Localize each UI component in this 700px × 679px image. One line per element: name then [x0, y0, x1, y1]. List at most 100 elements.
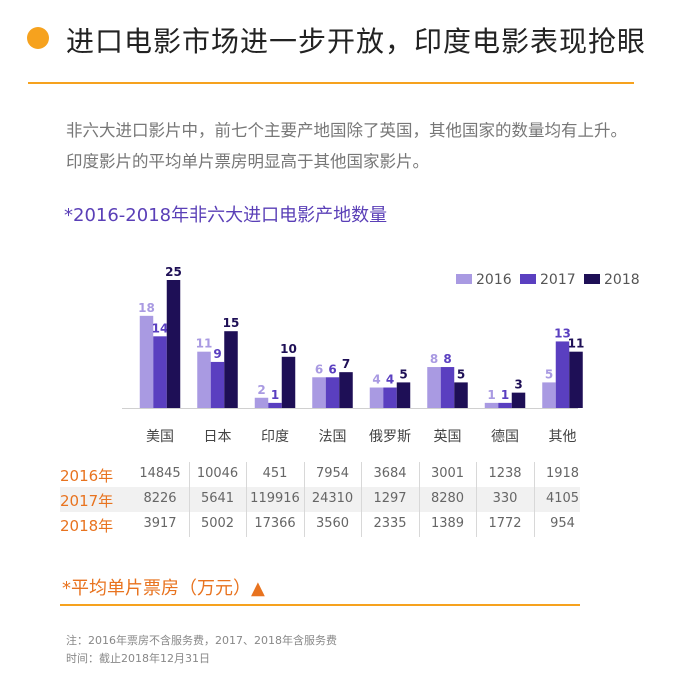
data-label: 1 — [487, 388, 495, 402]
table-cell: 17366 — [254, 516, 296, 531]
table-cell: 5002 — [200, 516, 235, 531]
table-cell: 24310 — [311, 491, 354, 506]
data-label: 1 — [271, 388, 279, 402]
bar — [139, 315, 154, 408]
bar — [396, 382, 411, 408]
column-separator — [533, 487, 535, 512]
bar — [542, 382, 556, 408]
data-label: 7 — [342, 357, 350, 371]
category-label: 俄罗斯 — [369, 429, 411, 445]
table-cell: 1238 — [488, 466, 522, 481]
header-dot — [27, 27, 49, 49]
category-label: 印度 — [261, 429, 289, 445]
legend-label: 2016 — [476, 272, 512, 288]
category-label: 日本 — [204, 429, 232, 445]
table-cell: 3917 — [143, 516, 177, 531]
box-office-caption: *平均单片票房（万元）▲ — [62, 578, 265, 599]
table-cell: 10046 — [196, 466, 239, 481]
column-separator — [188, 462, 190, 487]
bar — [569, 351, 583, 408]
table-cell: 3684 — [373, 466, 407, 481]
data-label: 11 — [196, 337, 213, 351]
bar — [312, 377, 326, 408]
data-label: 14 — [152, 321, 169, 335]
bar — [369, 387, 384, 408]
data-label: 6 — [328, 362, 336, 376]
data-label: 9 — [213, 347, 221, 361]
legend-swatch — [520, 274, 536, 284]
data-label: 5 — [457, 367, 465, 381]
bar — [498, 402, 512, 408]
column-separator — [246, 487, 248, 512]
data-label: 1 — [501, 388, 509, 402]
table-cell: 8226 — [143, 491, 177, 506]
data-label: 5 — [545, 367, 553, 381]
bar — [325, 377, 340, 408]
legend-swatch — [584, 274, 600, 284]
bar — [440, 367, 455, 408]
table-cell: 3001 — [430, 466, 465, 481]
data-label: 4 — [386, 373, 394, 387]
category-label: 美国 — [146, 429, 174, 445]
bar — [454, 382, 468, 408]
data-label: 2 — [257, 383, 265, 397]
bar — [383, 387, 397, 408]
data-label: 11 — [568, 337, 585, 351]
bar — [254, 397, 269, 408]
data-label: 25 — [165, 265, 182, 279]
bar — [153, 336, 167, 408]
column-separator — [188, 487, 190, 512]
column-separator — [418, 487, 420, 512]
data-label: 18 — [138, 301, 155, 315]
table-row: 2017年 8226 5641 119916 24310 1297 8280 330 4105 — [60, 487, 580, 512]
bar — [427, 367, 441, 408]
bar — [281, 356, 296, 408]
footnote: 注：2016年票房不含服务费，2017、2018年含服务费 — [66, 634, 337, 647]
row-year-label: 2018年 — [60, 517, 114, 535]
category-label: 英国 — [434, 428, 462, 445]
bar — [268, 402, 282, 408]
category-label: 德国 — [491, 429, 519, 445]
table-cell: 14845 — [139, 466, 181, 481]
table-cell: 1772 — [488, 516, 522, 531]
bar — [339, 372, 353, 408]
column-separator — [476, 462, 478, 487]
table-cell: 7954 — [315, 466, 350, 481]
bar — [197, 351, 211, 408]
header-rule — [28, 82, 634, 84]
data-label: 6 — [315, 362, 323, 376]
category-label: 其他 — [549, 429, 577, 445]
data-label: 3 — [514, 378, 522, 392]
table-cell: 8280 — [430, 491, 465, 506]
legend-swatch — [456, 274, 472, 284]
bar — [511, 392, 526, 408]
data-label: 4 — [372, 373, 380, 387]
bar — [555, 341, 570, 408]
column-separator — [303, 512, 305, 537]
bar — [166, 280, 181, 408]
box-office-table: 2016年 14845 10046 451 7954 3684 3001 1238 1918 20… — [60, 462, 580, 537]
table-row: 2016年 14845 10046 451 7954 3684 3001 1238 1918 — [60, 462, 580, 487]
intro-text: 印度影片的平均单片票房明显高于其他国家影片。 — [66, 152, 429, 171]
column-separator — [533, 512, 535, 537]
row-year-label: 2016年 — [60, 467, 114, 485]
column-separator — [303, 487, 305, 512]
category-label: 法国 — [319, 429, 347, 445]
footnote: 时间：截止2018年12月31日 — [66, 652, 210, 665]
column-separator — [418, 512, 420, 537]
table-cell: 1297 — [373, 491, 407, 506]
bar — [484, 402, 499, 408]
table-cell: 954 — [550, 516, 575, 531]
column-separator — [246, 512, 248, 537]
data-label: 10 — [280, 342, 297, 356]
table-cell: 1389 — [430, 516, 465, 531]
legend-label: 2018 — [604, 272, 640, 288]
data-label: 8 — [443, 352, 451, 366]
table-cell: 451 — [262, 466, 288, 481]
bar — [210, 361, 225, 408]
table-cell: 5641 — [200, 491, 235, 506]
column-separator — [476, 487, 478, 512]
column-separator — [361, 512, 363, 537]
intro-text: 非六大进口影片中，前七个主要产地国除了英国，其他国家的数量均有上升。 — [66, 121, 627, 140]
